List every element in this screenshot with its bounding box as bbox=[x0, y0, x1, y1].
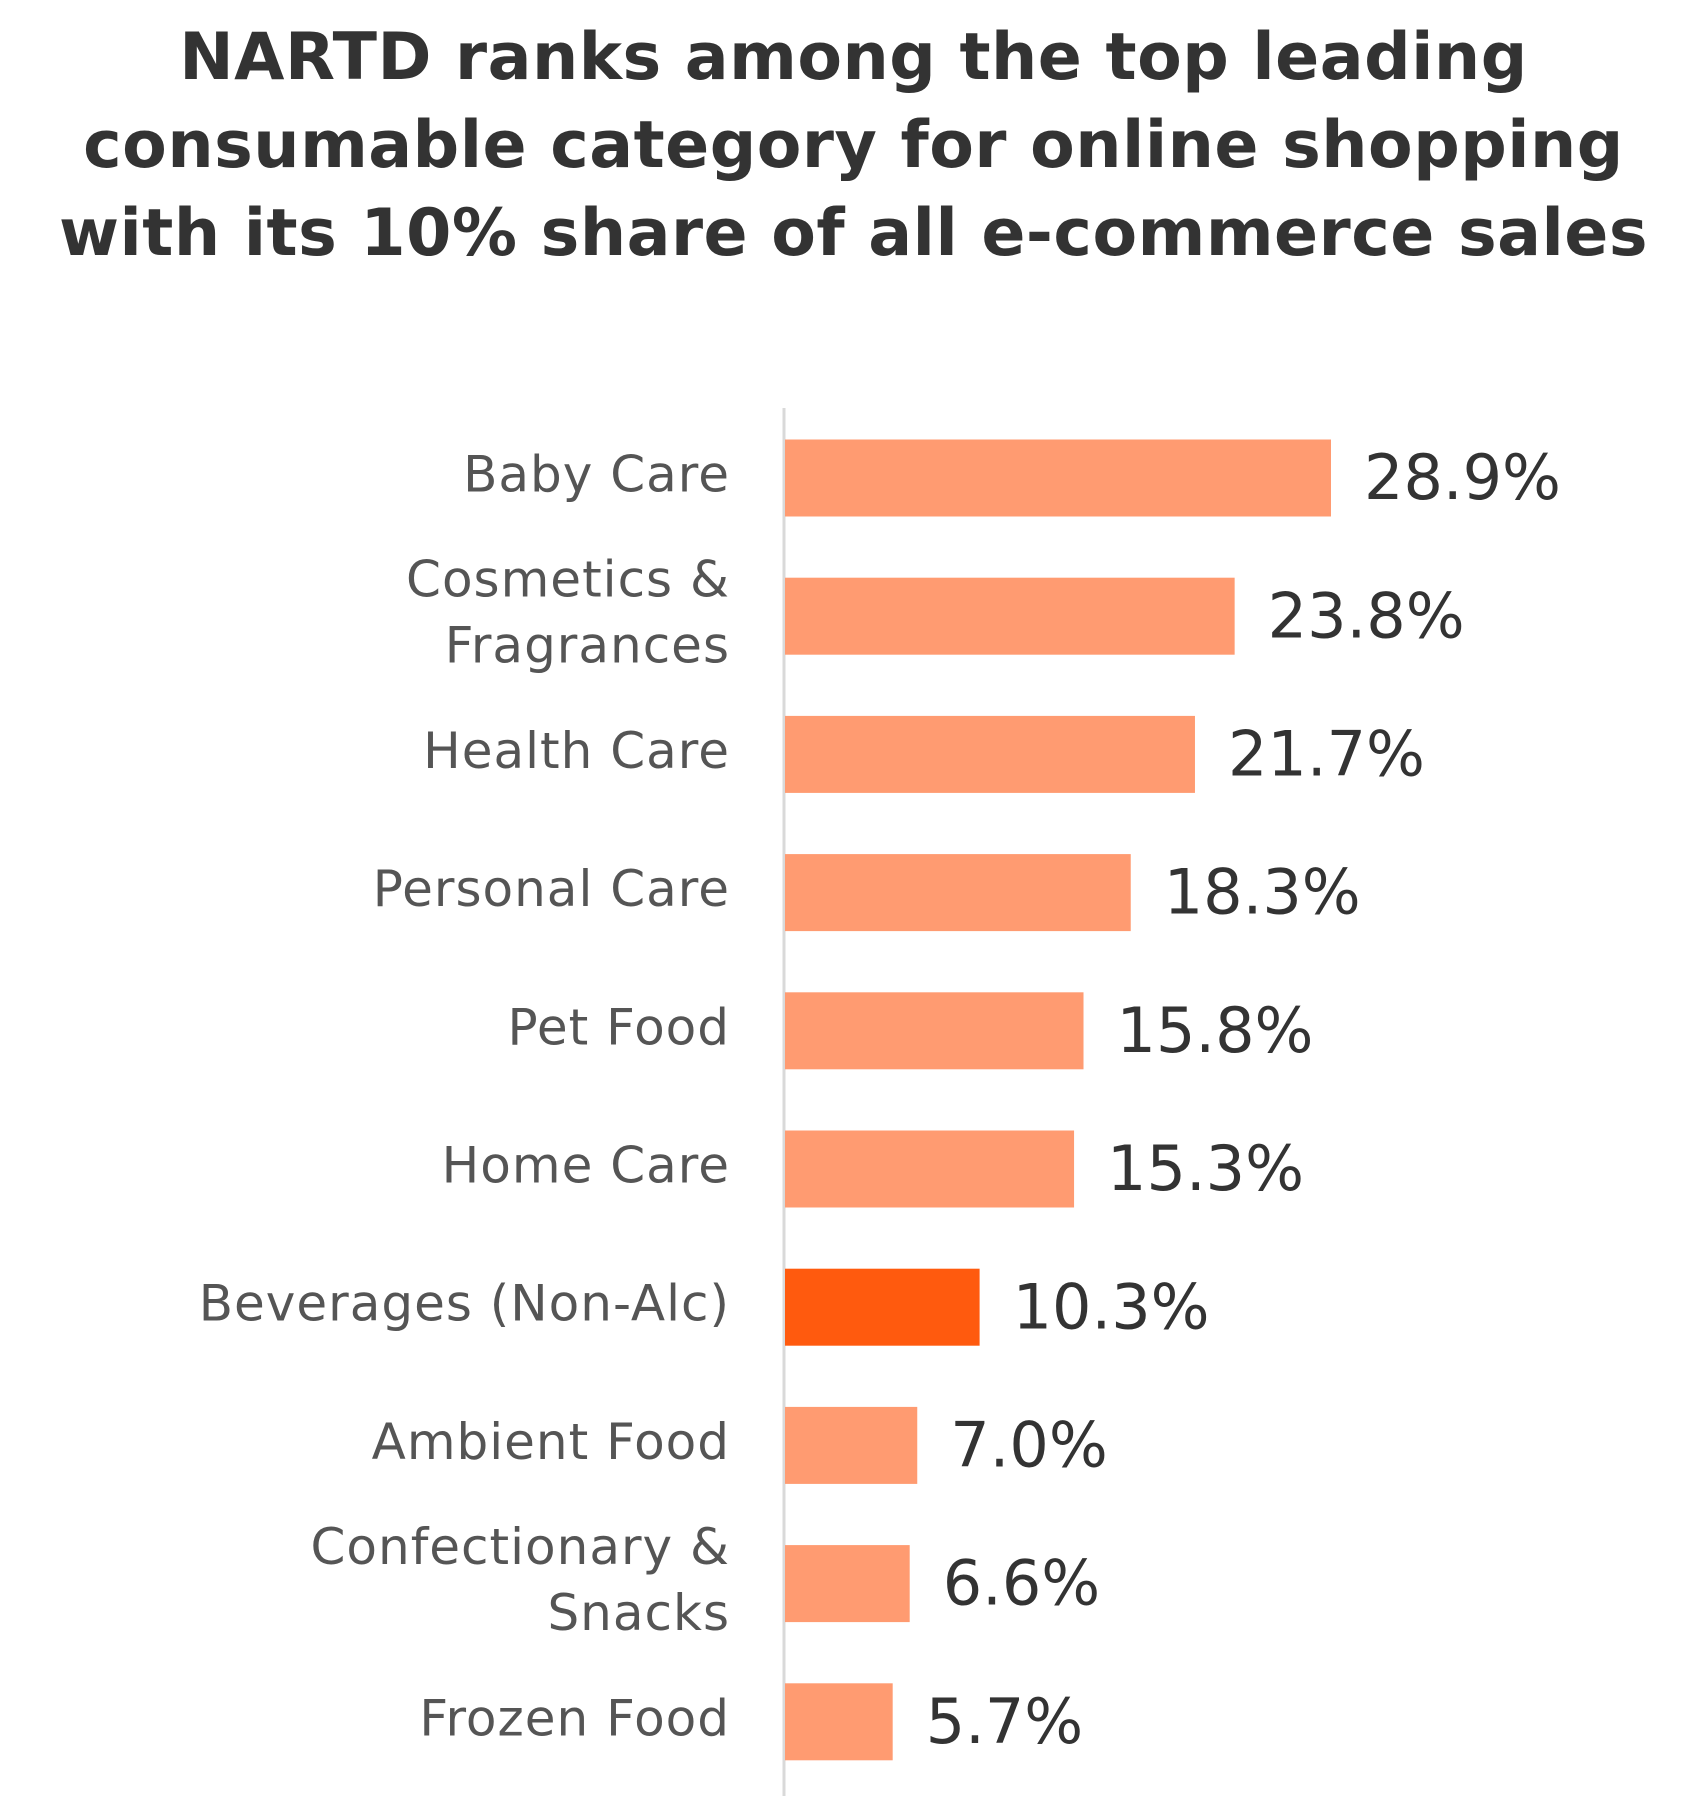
category-label-5: Home Care bbox=[442, 1137, 730, 1195]
category-label-1: Cosmetics & Fragrances bbox=[406, 551, 730, 675]
category-label-2-line-0: Health Care bbox=[423, 722, 730, 780]
bar-2 bbox=[785, 715, 1195, 793]
category-label-6-line-0: Beverages (Non-Alc) bbox=[199, 1275, 730, 1333]
bar-9 bbox=[785, 1683, 893, 1761]
category-label-6: Beverages (Non-Alc) bbox=[199, 1275, 730, 1333]
category-label-0-line-0: Baby Care bbox=[463, 446, 730, 504]
value-label-1: 23.8% bbox=[1268, 579, 1465, 652]
bar-1 bbox=[785, 577, 1235, 655]
category-label-1-line-1: Fragrances bbox=[445, 617, 730, 675]
category-label-3: Personal Care bbox=[373, 860, 730, 918]
bar-0 bbox=[785, 439, 1331, 517]
category-label-8: Confectionary & Snacks bbox=[311, 1518, 731, 1642]
category-label-0: Baby Care bbox=[463, 446, 730, 504]
bar-7 bbox=[785, 1406, 918, 1484]
category-label-2: Health Care bbox=[423, 722, 730, 780]
value-label-4: 15.8% bbox=[1117, 994, 1314, 1067]
value-label-3: 18.3% bbox=[1164, 856, 1361, 929]
category-label-8-line-1: Snacks bbox=[547, 1584, 730, 1642]
category-labels-layer: Baby Care Cosmetics & Fragrances Health Car… bbox=[199, 446, 731, 1748]
bars-layer bbox=[785, 439, 1331, 1761]
value-label-7: 7.0% bbox=[950, 1408, 1108, 1481]
bar-3 bbox=[785, 854, 1131, 932]
category-label-4-line-0: Pet Food bbox=[507, 998, 730, 1056]
value-label-5: 15.3% bbox=[1107, 1132, 1304, 1205]
category-label-4: Pet Food bbox=[507, 998, 730, 1056]
category-label-9: Frozen Food bbox=[419, 1689, 730, 1747]
bar-6 bbox=[785, 1268, 980, 1346]
bar-5 bbox=[785, 1130, 1075, 1208]
category-label-3-line-0: Personal Care bbox=[373, 860, 730, 918]
category-label-7: Ambient Food bbox=[372, 1413, 730, 1471]
category-label-8-line-0: Confectionary & bbox=[311, 1518, 731, 1576]
chart-title-line-3: with its 10% share of all e-commerce sal… bbox=[58, 196, 1649, 271]
bar-8 bbox=[785, 1545, 910, 1623]
chart-title: NARTD ranks among the top leading consum… bbox=[0, 14, 1707, 278]
category-label-7-line-0: Ambient Food bbox=[372, 1413, 730, 1471]
chart-title-line-2: consumable category for online shopping bbox=[83, 108, 1624, 183]
bar-4 bbox=[785, 992, 1084, 1070]
value-label-9: 5.7% bbox=[926, 1685, 1084, 1758]
category-label-9-line-0: Frozen Food bbox=[419, 1689, 730, 1747]
category-label-5-line-0: Home Care bbox=[442, 1137, 730, 1195]
value-label-0: 28.9% bbox=[1364, 441, 1561, 514]
value-labels-layer: 28.9% 23.8% 21.7% 18.3% 15.8% 15.3% 10.3% 7.0% 6… bbox=[926, 441, 1561, 1758]
chart-title-line-1: NARTD ranks among the top leading bbox=[179, 20, 1528, 95]
value-label-2: 21.7% bbox=[1228, 717, 1425, 790]
value-label-8: 6.6% bbox=[943, 1547, 1101, 1620]
category-label-1-line-0: Cosmetics & bbox=[406, 551, 730, 609]
value-label-6: 10.3% bbox=[1013, 1270, 1210, 1343]
